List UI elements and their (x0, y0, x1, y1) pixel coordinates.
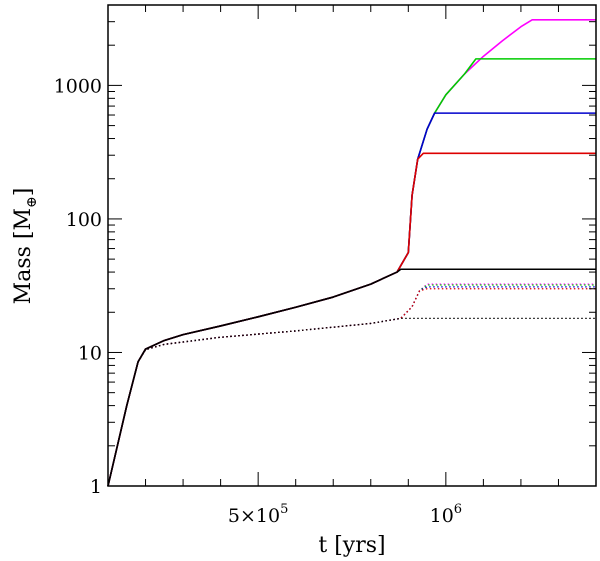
x-axis-title: t [yrs] (318, 533, 385, 558)
label-layer: 1 10 100 1000 5×105 106 (54, 75, 462, 527)
series-line-core-310 (107, 288, 596, 487)
y-axis-title-main: Mass [M (11, 208, 36, 304)
series-line-core-3000 (107, 283, 596, 487)
series-line-total-620 (107, 112, 596, 487)
series-layer (107, 18, 596, 487)
series-line-total-1600 (107, 58, 596, 487)
series-line-core-18 (107, 317, 596, 487)
y-tick-label: 100 (66, 209, 102, 231)
series-line-total-3000 (107, 18, 596, 487)
y-axis-title-close: ] (11, 188, 36, 197)
series-line-total-310 (107, 152, 596, 487)
tick-layer (108, 4, 596, 487)
x-tick-label: 5×105 (228, 502, 288, 527)
y-axis-title-sub: ⊕ (24, 196, 40, 208)
y-tick-label: 10 (78, 342, 102, 364)
x-tick-label: 106 (430, 502, 462, 527)
series-line-total-42 (107, 268, 596, 487)
y-axis-title: Mass [M⊕] (11, 188, 40, 305)
series-line-core-1600 (107, 284, 596, 487)
plot-frame (107, 4, 597, 487)
series-line-core-620 (107, 286, 596, 487)
y-tick-label: 1 (90, 476, 102, 498)
y-tick-label: 1000 (54, 75, 102, 97)
